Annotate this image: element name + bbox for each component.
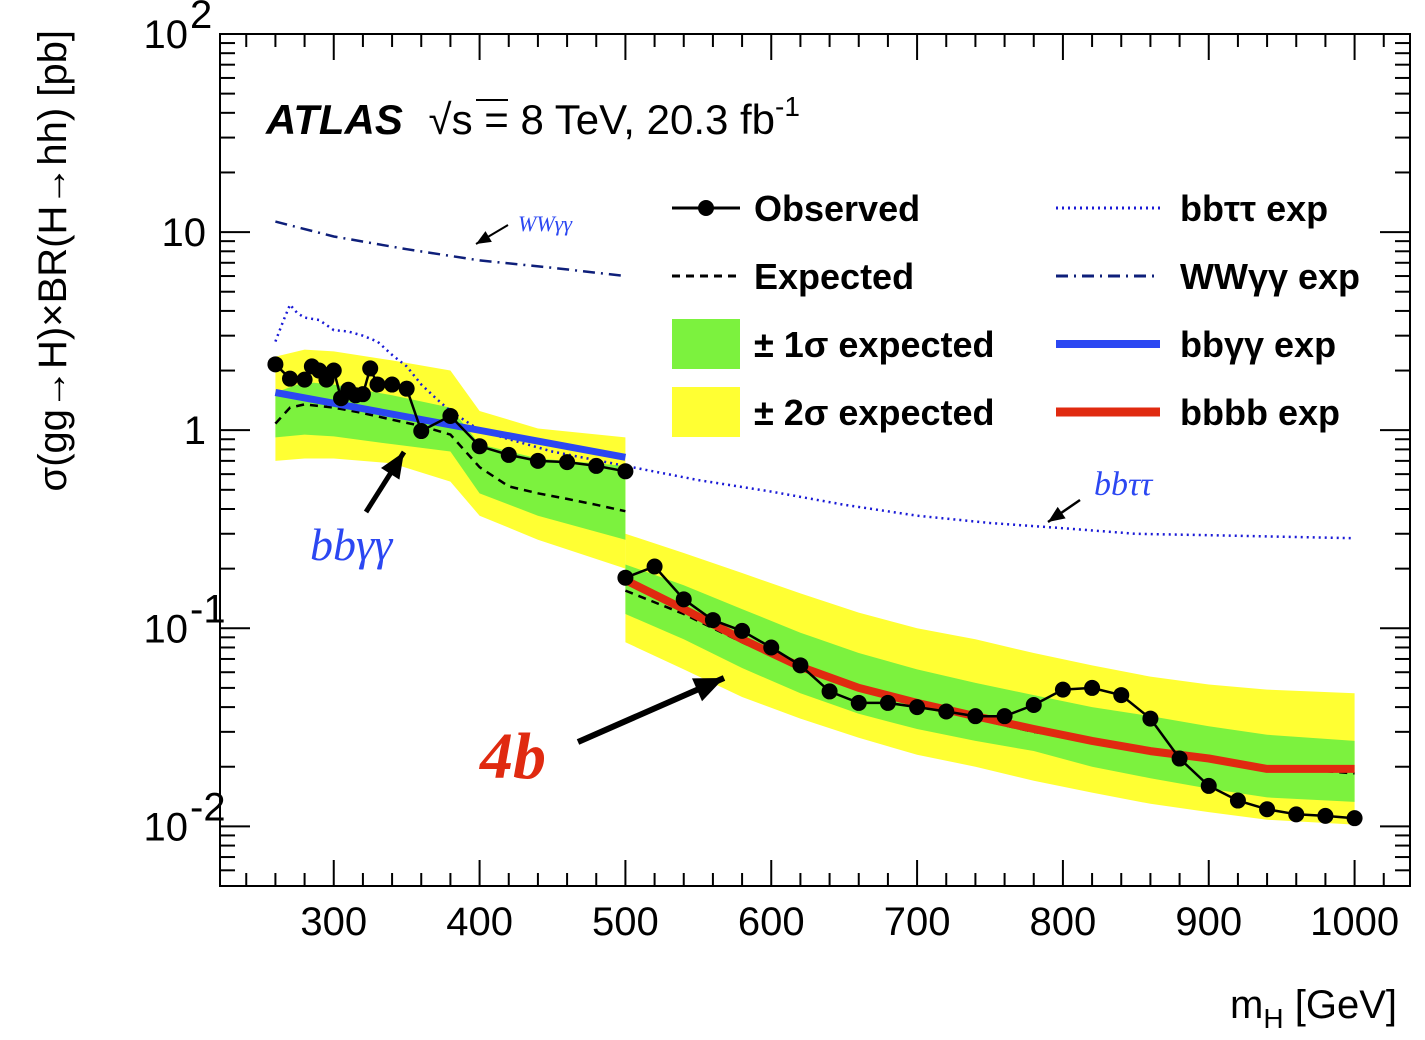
legend-observed-marker: [698, 200, 714, 216]
observed-point: [617, 569, 634, 586]
y-tick-label-exponent: -1: [190, 587, 226, 631]
observed-point: [734, 622, 751, 639]
y-tick-label-exponent: 2: [190, 0, 212, 37]
y-tick-label-exponent: -2: [190, 785, 226, 829]
legend-label-band1: ± 1σ expected: [754, 324, 995, 365]
observed-point: [369, 376, 386, 393]
legend-label-observed: Observed: [754, 188, 920, 229]
observed-point: [792, 657, 809, 674]
x-tick-label: 400: [446, 900, 513, 944]
observed-point: [879, 694, 896, 711]
annotation-bbtautau: bbττ: [1094, 466, 1154, 503]
legend-band2-swatch: [672, 387, 740, 437]
annotation-bbgg-arrow-head: [380, 452, 404, 480]
observed-point: [1084, 679, 1101, 696]
observed-point: [1229, 792, 1246, 809]
observed-point: [282, 370, 298, 387]
lumi-exponent: -1: [775, 91, 800, 122]
y-tick-label: 10: [162, 211, 207, 255]
observed-point: [398, 380, 415, 397]
observed-point: [588, 457, 605, 474]
annotation-4b: 4b: [478, 720, 546, 793]
observed-point: [1113, 687, 1130, 704]
axis-ticks: [220, 33, 1410, 887]
x-axis-title-subscript: H: [1263, 1003, 1283, 1034]
legend-label-wwgg: WWγγ exp: [1180, 256, 1360, 297]
observed-point: [384, 376, 401, 393]
observed-point: [500, 446, 517, 463]
observed-point: [1200, 777, 1217, 794]
wwgg-line-segment-1: [275, 220, 626, 278]
x-tick-label: 300: [300, 900, 367, 944]
observed-point: [763, 639, 780, 656]
legend: Observed Expected ± 1σ expected ± 2σ expect…: [672, 188, 1360, 437]
observed-point: [1025, 696, 1042, 713]
observed-point: [996, 708, 1013, 725]
observed-point: [704, 612, 721, 629]
observed-point: [442, 407, 459, 424]
annotation-wwgg: WWγγ: [518, 211, 573, 236]
observed-point: [909, 699, 926, 716]
annotation-4b-arrow-head: [692, 678, 724, 702]
observed-point: [413, 423, 430, 440]
legend-band1-swatch: [672, 319, 740, 369]
observed-point: [296, 371, 313, 388]
atlas-header: ATLAS √s = 8 TeV, 20.3 fb-1: [265, 91, 800, 143]
y-tick-label: 1: [184, 409, 206, 453]
observed-point: [675, 591, 692, 608]
experiment-label: ATLAS: [265, 96, 403, 143]
observed-point: [967, 708, 984, 725]
observed-point: [362, 360, 379, 377]
band-1sigma-segment-1: [275, 382, 626, 540]
observed-point: [1288, 806, 1305, 823]
y-tick-label: 10: [144, 607, 189, 651]
x-axis-title: mH [GeV]: [1230, 983, 1397, 1034]
sqrt-symbol: √: [429, 96, 453, 143]
bbtautau-line-segment-1: [274, 302, 1355, 540]
observed-point: [1259, 801, 1276, 818]
observed-point: [821, 683, 838, 700]
x-tick-label: 700: [884, 900, 951, 944]
observed-point: [850, 694, 867, 711]
x-tick-label: 600: [738, 900, 805, 944]
observed-point: [938, 703, 955, 720]
annotation-wwgg-arrow-head: [476, 231, 492, 244]
y-tick-label: 10: [144, 805, 189, 849]
observed-point: [471, 438, 488, 455]
observed-point: [1142, 710, 1159, 727]
observed-point: [267, 356, 284, 373]
x-tick-label: 900: [1175, 900, 1242, 944]
legend-label-bbtautau: bbττ exp: [1180, 188, 1328, 229]
y-axis-title: σ(gg→H)×BR(H→hh) [pb]: [31, 30, 75, 491]
expected-line-segment-1: [274, 403, 626, 513]
x-tick-label: 800: [1030, 900, 1097, 944]
observed-point: [1171, 750, 1188, 767]
legend-label-expected: Expected: [754, 256, 914, 297]
observed-point: [354, 386, 371, 403]
annotations: WWγγ bbττ bbγγ 4b: [310, 211, 1154, 793]
observed-point: [646, 558, 663, 575]
annotation-bbgg: bbγγ: [310, 519, 394, 570]
x-axis-title-unit: [GeV]: [1284, 983, 1397, 1027]
observed-point: [1346, 810, 1363, 827]
observed-point: [1054, 681, 1071, 698]
bbgg-line-segment-1: [274, 389, 627, 461]
annotation-bbtautau-arrow-head: [1048, 506, 1066, 522]
legend-label-band2: ± 2σ expected: [754, 392, 995, 433]
observed-point: [1317, 807, 1334, 824]
legend-label-bbgg: bbγγ exp: [1180, 324, 1336, 365]
y-tick-label: 10: [144, 13, 189, 57]
band-1sigma-segment-2: [625, 564, 1355, 802]
observed-point: [617, 463, 634, 480]
legend-label-bbbb: bbbb exp: [1180, 392, 1340, 433]
x-tick-label: 1000: [1310, 900, 1399, 944]
observed-points: [267, 356, 1363, 827]
observed-point: [529, 452, 546, 469]
observed-point: [559, 454, 576, 471]
energy-lumi-text: s = 8 TeV, 20.3 fb: [452, 96, 775, 143]
x-tick-label: 500: [592, 900, 659, 944]
observed-point: [325, 362, 342, 379]
